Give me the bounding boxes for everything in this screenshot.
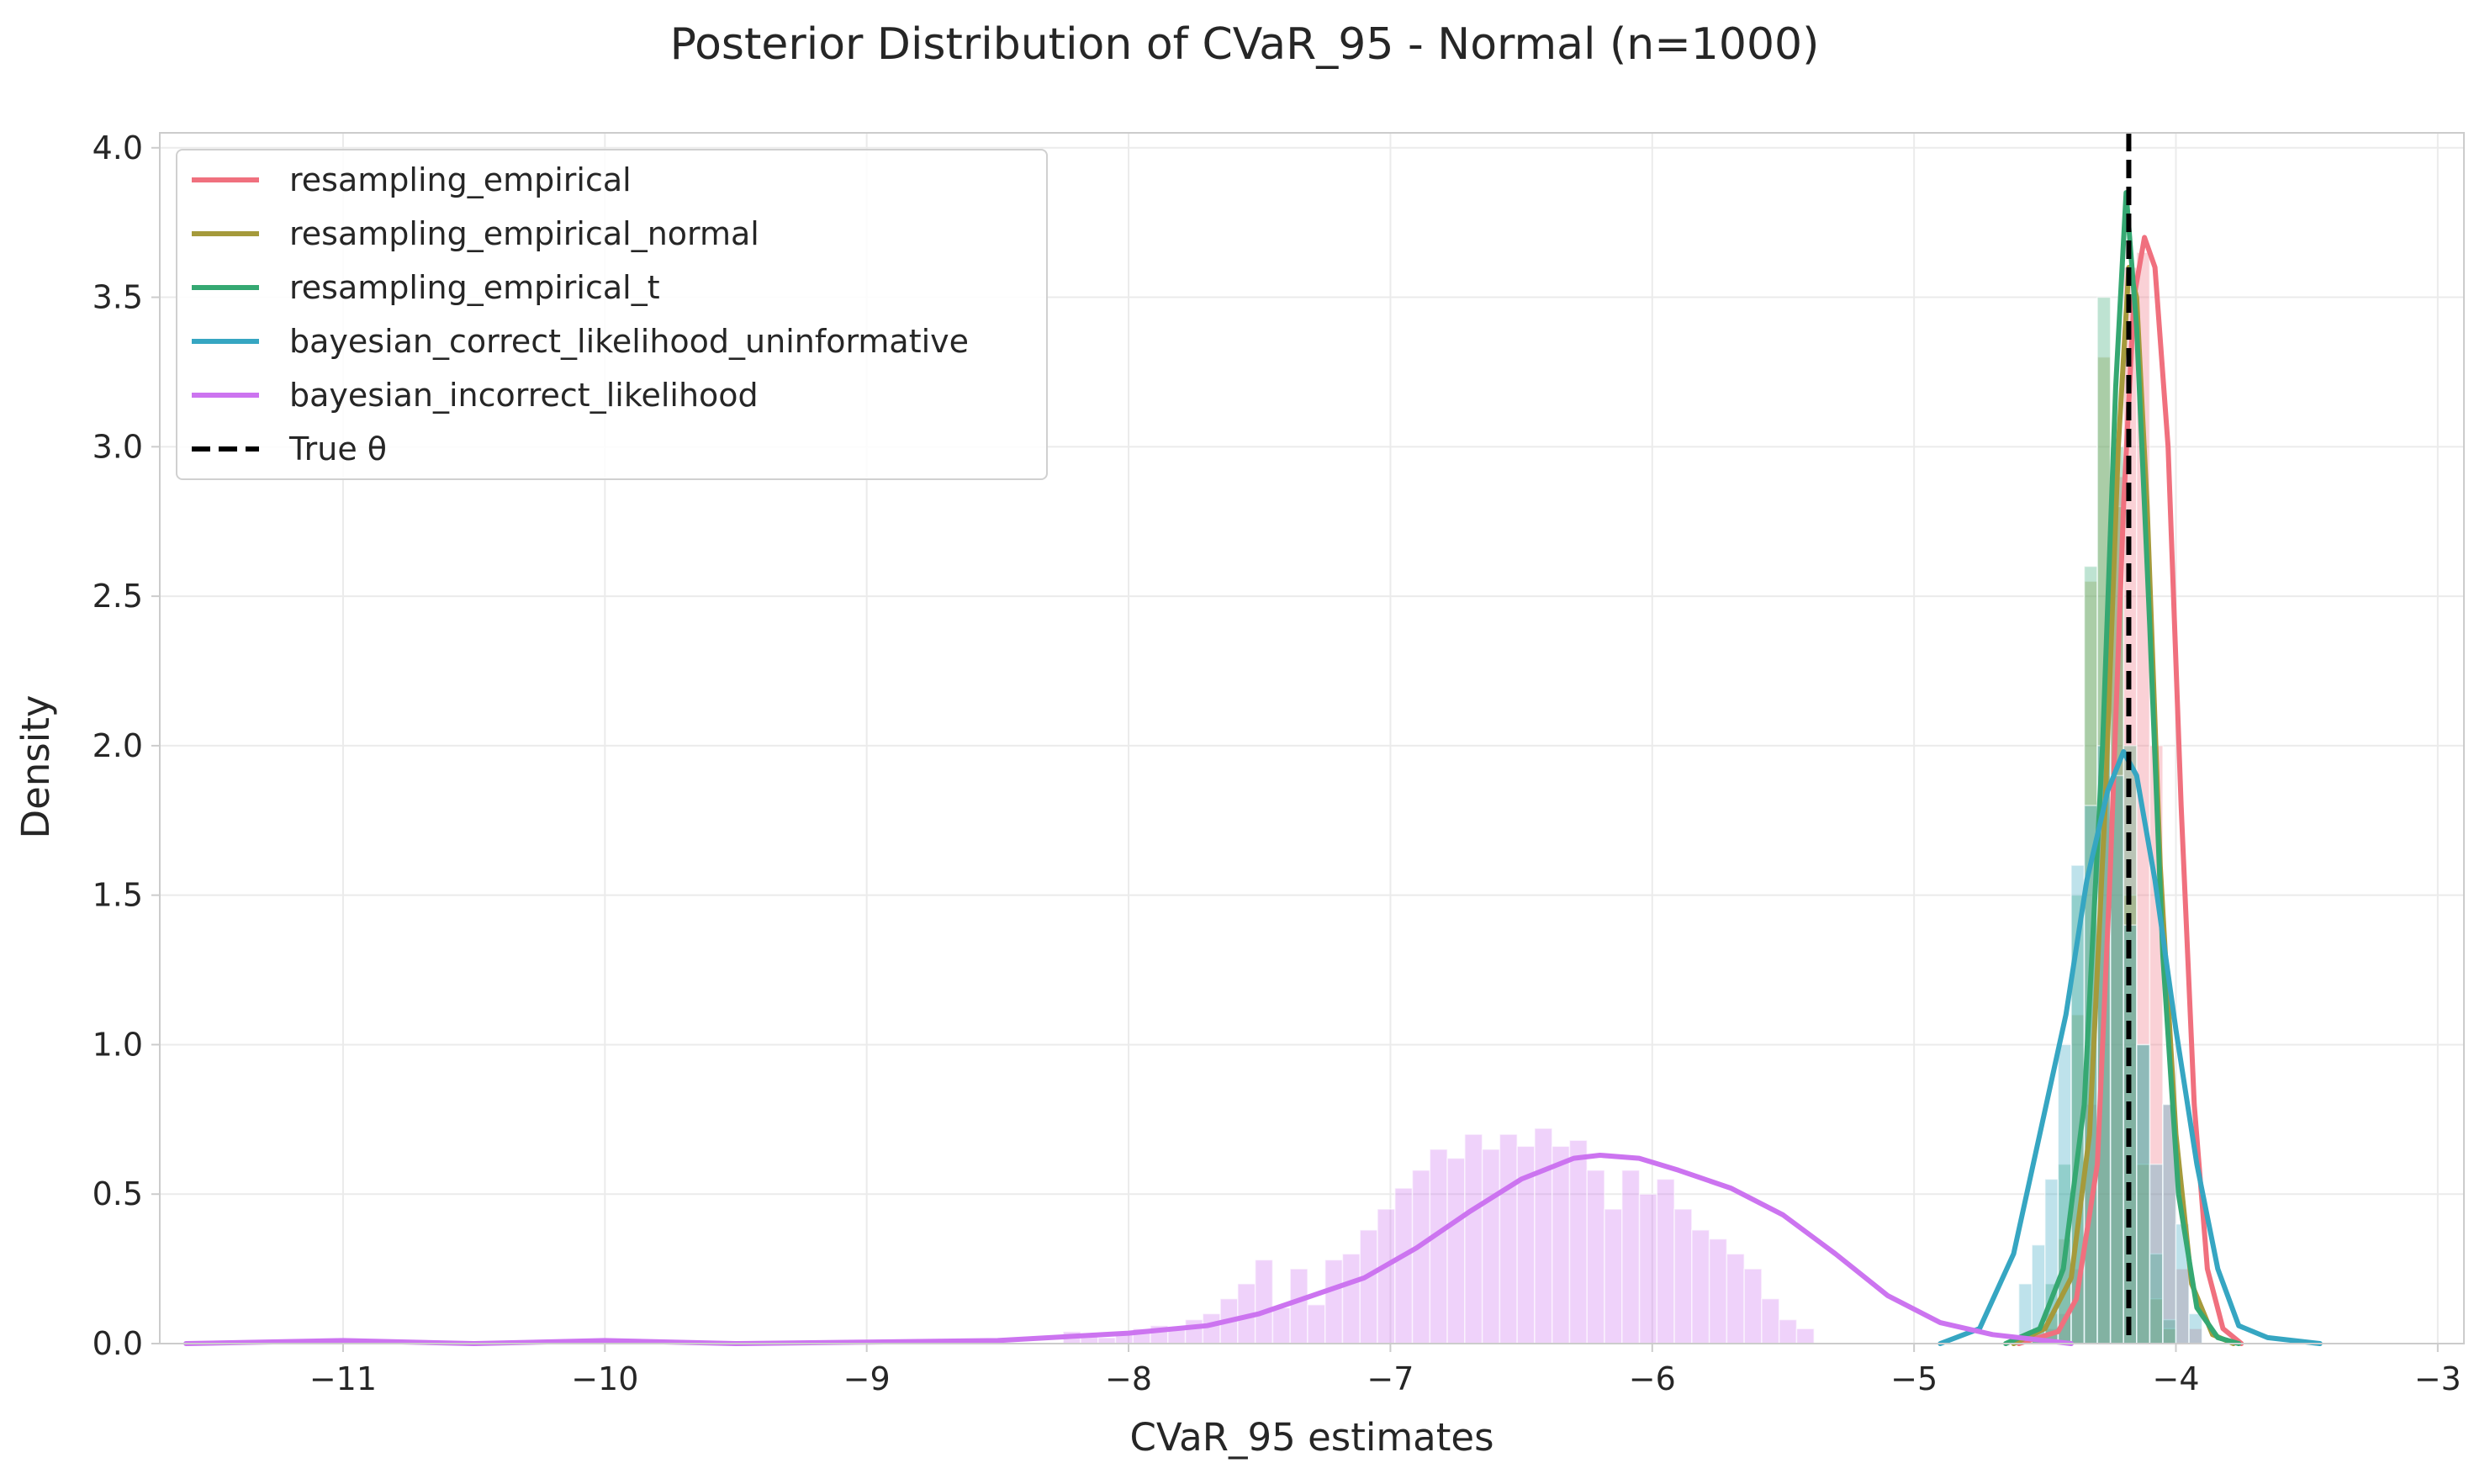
legend-label: resampling_empirical <box>289 161 632 198</box>
axes-frame <box>159 132 2465 1344</box>
hist-bar <box>1761 1297 1780 1344</box>
hist-bar <box>1446 1157 1466 1344</box>
y-tick-labels: 0.0 0.5 1.0 1.5 2.0 2.5 3.0 3.5 4.0 <box>93 129 160 1362</box>
x-tick-label: −4 <box>2152 1360 2199 1397</box>
legend-label: bayesian_correct_likelihood_uninformativ… <box>289 323 969 360</box>
hist-bar <box>1271 1307 1291 1344</box>
hist-bar <box>1254 1259 1274 1344</box>
hist-bar <box>1726 1253 1745 1344</box>
hist-bar <box>1778 1318 1798 1344</box>
y-tick-label: 2.5 <box>93 578 143 615</box>
hist-bar <box>1638 1193 1658 1344</box>
y-tick-label: 4.0 <box>93 129 143 166</box>
hist-bar <box>1795 1328 1815 1344</box>
legend-label: True θ <box>288 430 387 467</box>
hist-bar <box>2188 1312 2203 1344</box>
x-tick-label: −3 <box>2414 1360 2461 1397</box>
y-tick-label: 0.0 <box>93 1325 143 1362</box>
hist-bar <box>1411 1170 1431 1344</box>
chart-title: Posterior Distribution of CVaR_95 - Norm… <box>670 19 1820 70</box>
histogram-bayesian_incorrect_likelihood <box>1062 1128 1815 1344</box>
hist-bar <box>1743 1268 1763 1344</box>
hist-bar <box>1097 1337 1117 1344</box>
hist-bar <box>1708 1238 1728 1344</box>
y-tick-label: 1.0 <box>93 1026 143 1063</box>
y-tick-label: 3.5 <box>93 279 143 316</box>
hist-bar <box>1429 1149 1448 1344</box>
x-tick-label: −7 <box>1367 1360 1414 1397</box>
y-tick-label: 3.0 <box>93 428 143 465</box>
x-tick-label: −9 <box>843 1360 891 1397</box>
plot-area: −11 −10 −9 −8 −7 −6 −5 −4 −3 0.0 0.5 1.0 1.5 2.0 2.5 3.… <box>93 129 2465 1397</box>
x-tick-labels: −11 −10 −9 −8 −7 −6 −5 −4 −3 <box>309 1344 2461 1397</box>
hist-bar <box>1568 1139 1588 1344</box>
hist-bar <box>1202 1312 1221 1344</box>
hist-bar <box>2136 1043 2151 1344</box>
kde-line-resampling_empirical_t <box>2003 190 2242 1346</box>
hist-bar <box>1499 1133 1518 1344</box>
hist-bar <box>1377 1208 1396 1344</box>
hist-bar <box>1551 1145 1571 1344</box>
hist-bar <box>1184 1318 1204 1344</box>
hist-bar <box>1481 1149 1501 1344</box>
hist-bar <box>1673 1208 1693 1344</box>
hist-bar <box>1534 1128 1553 1344</box>
y-axis-label: Density <box>13 694 58 838</box>
hist-bar <box>1586 1170 1605 1344</box>
hist-bar <box>1604 1208 1623 1344</box>
hist-bar <box>1394 1187 1414 1344</box>
legend: resampling_empirical resampling_empirical… <box>176 149 1048 480</box>
hist-bar <box>1341 1253 1361 1344</box>
y-tick-label: 1.5 <box>93 877 143 914</box>
x-tick-label: −10 <box>571 1360 638 1397</box>
legend-box <box>176 149 1048 480</box>
hist-bar <box>1691 1229 1710 1344</box>
hist-bar <box>1621 1170 1641 1344</box>
y-tick-label: 0.5 <box>93 1175 143 1212</box>
kde-line-resampling_empirical <box>2016 235 2244 1346</box>
x-tick-label: −6 <box>1629 1360 1676 1397</box>
hist-bar <box>1289 1268 1308 1344</box>
hist-bar <box>1324 1259 1344 1344</box>
y-tick-label: 2.0 <box>93 727 143 764</box>
x-tick-label: −11 <box>309 1360 377 1397</box>
hist-bar <box>1656 1178 1675 1344</box>
x-axis-label: CVaR_95 estimates <box>1129 1415 1493 1460</box>
hist-bar <box>1307 1304 1326 1344</box>
x-tick-label: −5 <box>1890 1360 1938 1397</box>
hist-bar <box>1359 1229 1378 1344</box>
legend-label: resampling_empirical_t <box>289 269 660 306</box>
hist-bar <box>1464 1133 1483 1344</box>
hist-bar <box>2149 1163 2164 1344</box>
legend-label: resampling_empirical_normal <box>289 215 759 252</box>
x-tick-label: −8 <box>1105 1360 1152 1397</box>
legend-label: bayesian_incorrect_likelihood <box>289 377 759 414</box>
